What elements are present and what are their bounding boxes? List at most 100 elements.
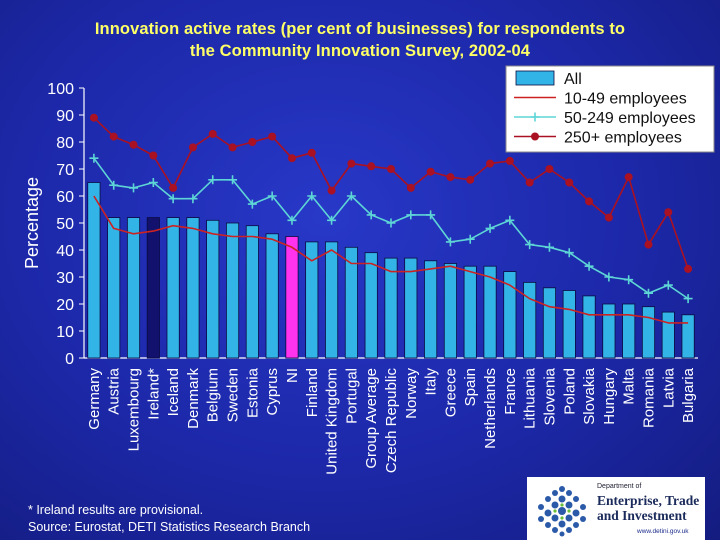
- point-250plus-Group Average: [367, 162, 376, 171]
- legend-label: 50-249 employees: [564, 110, 696, 127]
- point-50-249-Sweden: [228, 175, 238, 185]
- point-250plus-Austria: [109, 132, 118, 141]
- point-250plus-Denmark: [188, 143, 197, 152]
- point-250plus-Italy: [426, 167, 435, 176]
- logo-dots-icon: [538, 486, 586, 537]
- y-axis-label: Percentage: [22, 177, 42, 269]
- bar-Portugal: [344, 246, 358, 359]
- point-50-249-Czech Republic: [386, 218, 396, 228]
- point-250plus-Greece: [446, 173, 455, 182]
- bar-Denmark: [186, 217, 200, 359]
- point-50-249-Belgium: [208, 175, 218, 185]
- x-tick-label: Cyprus: [264, 368, 281, 416]
- legend-label: All: [564, 71, 582, 88]
- point-250plus-Cyprus: [268, 132, 277, 141]
- point-250plus-Lithuania: [525, 178, 534, 187]
- logo-department-of: Department of: [597, 483, 642, 490]
- point-50-249-Romania: [643, 288, 653, 298]
- legend-label: 10-49 employees: [564, 91, 687, 108]
- point-250plus-United Kingdom: [327, 186, 336, 195]
- point-250plus-Hungary: [604, 213, 613, 222]
- x-tick-label: Finland: [304, 368, 321, 417]
- y-tick-label: 80: [56, 135, 74, 152]
- logo-url: www.detini.gov.uk: [637, 528, 689, 535]
- bar-Malta: [622, 303, 636, 359]
- y-tick-label: 100: [47, 81, 74, 98]
- x-tick-label: Slovakia: [581, 367, 598, 424]
- chart-title-line-2: the Community Innovation Survey, 2002-04: [189, 42, 531, 60]
- point-250plus-Estonia: [248, 138, 257, 146]
- x-tick-label: Belgium: [205, 368, 222, 422]
- point-50-249-Group Average: [366, 210, 376, 220]
- point-250plus-NI: [287, 154, 296, 163]
- point-50-249-Finland: [307, 191, 317, 201]
- bar-NI: [285, 236, 299, 359]
- bar-Latvia: [661, 311, 675, 359]
- point-50-249-Italy: [426, 210, 436, 220]
- x-tick-label: NI: [284, 368, 301, 383]
- x-tick-label: Norway: [403, 368, 420, 419]
- legend-label: 250+ employees: [564, 130, 682, 147]
- point-250plus-Latvia: [664, 208, 673, 217]
- legend-marker-250plus: [531, 132, 539, 141]
- bar-Italy: [424, 260, 438, 359]
- point-50-249-Germany: [89, 153, 99, 163]
- chart-title-line-1: Innovation active rates (per cent of bus…: [94, 20, 626, 38]
- x-tick-label: Portugal: [343, 368, 360, 424]
- bar-Finland: [305, 241, 319, 359]
- point-250plus-Romania: [644, 240, 653, 249]
- x-tick-label: Hungary: [601, 368, 618, 425]
- x-tick-label: Iceland: [165, 368, 182, 416]
- point-50-249-Hungary: [604, 272, 614, 282]
- bar-France: [503, 271, 517, 359]
- point-250plus-Germany: [89, 113, 98, 122]
- point-50-249-Slovakia: [584, 261, 594, 271]
- point-50-249-Lithuania: [525, 240, 535, 250]
- point-50-249-Austria: [109, 180, 119, 190]
- bar-Greece: [443, 263, 457, 359]
- point-50-249-Malta: [624, 275, 634, 285]
- point-250plus-Netherlands: [486, 159, 495, 168]
- point-50-249-Cyprus: [267, 191, 277, 201]
- point-250plus-Spain: [466, 175, 475, 184]
- logo-name: Enterprise, Trade and Investment: [597, 493, 700, 523]
- x-tick-label: Denmark: [185, 368, 202, 429]
- x-tick-label: Sweden: [225, 368, 242, 422]
- y-tick-label: 30: [56, 270, 74, 287]
- bar-Iceland: [166, 217, 180, 359]
- point-50-249-Slovenia: [544, 242, 554, 252]
- y-tick-label: 0: [65, 351, 74, 368]
- y-tick-label: 40: [56, 243, 74, 260]
- point-250plus-Slovenia: [545, 165, 554, 173]
- bar-Hungary: [602, 303, 616, 359]
- point-50-249-Luxembourg: [129, 183, 139, 193]
- point-50-249-Portugal: [346, 191, 356, 201]
- y-tick-label: 70: [56, 162, 74, 179]
- point-50-249-Norway: [406, 210, 416, 220]
- point-50-249-Denmark: [188, 194, 198, 204]
- bar-Spain: [463, 265, 477, 359]
- x-tick-label: Greece: [442, 368, 459, 417]
- x-tick-label: Estonia: [244, 367, 261, 418]
- x-tick-label: Bulgaria: [680, 367, 697, 423]
- bar-Bulgaria: [681, 314, 695, 359]
- bar-Lithuania: [523, 281, 537, 359]
- bar-Ireland*: [146, 217, 160, 359]
- x-tick-label: Austria: [106, 367, 123, 414]
- deti-logo: Department of Enterprise, Trade and Inve…: [527, 477, 705, 540]
- point-50-249-Iceland: [168, 194, 178, 204]
- x-tick-label: Group Average: [363, 368, 380, 469]
- y-tick-label: 20: [56, 297, 74, 314]
- point-50-249-France: [505, 215, 515, 225]
- x-tick-label: France: [502, 368, 519, 415]
- x-tick-label: Lithuania: [522, 367, 539, 429]
- bar-Czech Republic: [384, 257, 398, 359]
- x-tick-label: Ireland*: [145, 368, 162, 420]
- point-50-249-NI: [287, 215, 297, 225]
- bar-Estonia: [245, 225, 259, 359]
- point-250plus-Iceland: [169, 183, 178, 192]
- provisional-note: * Ireland results are provisional.: [28, 503, 204, 517]
- x-tick-label: Netherlands: [482, 368, 499, 449]
- point-250plus-Bulgaria: [684, 264, 693, 273]
- x-tick-label: Spain: [462, 368, 479, 406]
